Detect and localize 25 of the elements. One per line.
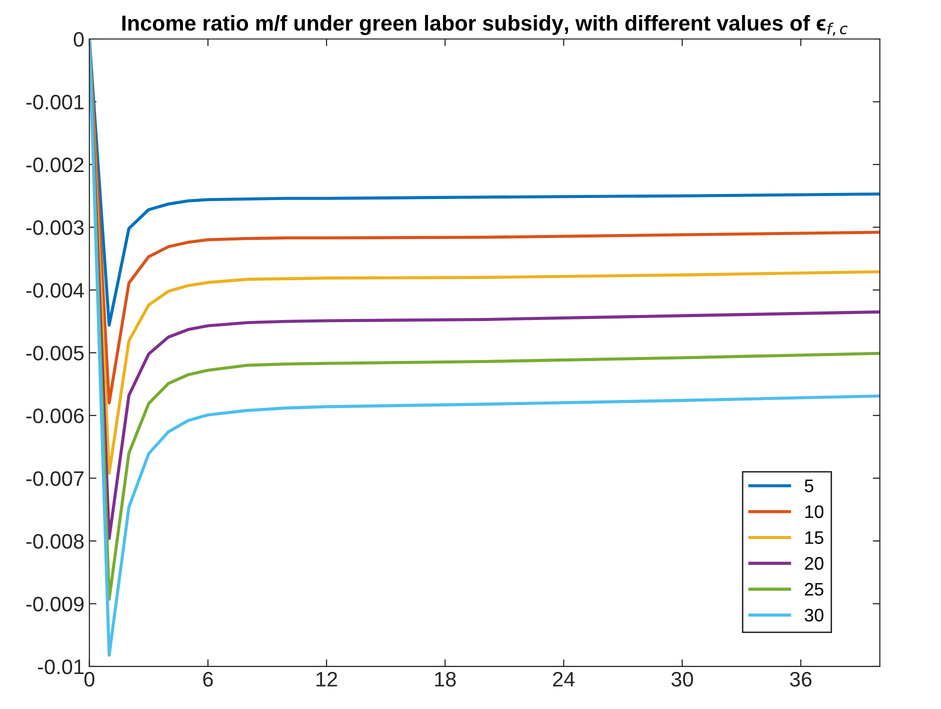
- y-tick-label: -0.01: [38, 659, 84, 674]
- chart-title: Income ratio m/f under green labor subsidy, with different values of ϵ$_{f,c}$: [122, 14, 848, 36]
- x-tick-label: 24: [553, 672, 575, 686]
- y-tick-label: -0.008: [26, 534, 84, 549]
- y-tick-label: 0: [74, 32, 84, 47]
- legend-label: 20: [804, 557, 824, 570]
- y-tick-label: -0.001: [26, 94, 84, 110]
- legend-label: 10: [805, 505, 824, 518]
- x-tick-label: 18: [435, 672, 456, 687]
- x-tick-label: 6: [203, 672, 213, 687]
- x-tick-label: 30: [671, 672, 693, 687]
- y-tick-label: -0.005: [26, 346, 84, 360]
- y-tick-label: -0.002: [26, 157, 84, 172]
- legend-label: 15: [805, 531, 824, 544]
- legend-label: 30: [804, 608, 824, 622]
- x-tick-label: 0: [84, 672, 94, 687]
- x-tick-label: 12: [316, 672, 338, 686]
- y-tick-label: -0.003: [26, 220, 84, 235]
- x-tick-label: 36: [790, 672, 812, 687]
- legend-label: 25: [804, 582, 824, 596]
- y-tick-label: -0.007: [26, 471, 84, 486]
- legend-label: 5: [804, 480, 814, 492]
- y-tick-label: -0.009: [26, 596, 84, 612]
- y-tick-label: -0.006: [26, 408, 84, 424]
- y-tick-label: -0.004: [26, 282, 84, 298]
